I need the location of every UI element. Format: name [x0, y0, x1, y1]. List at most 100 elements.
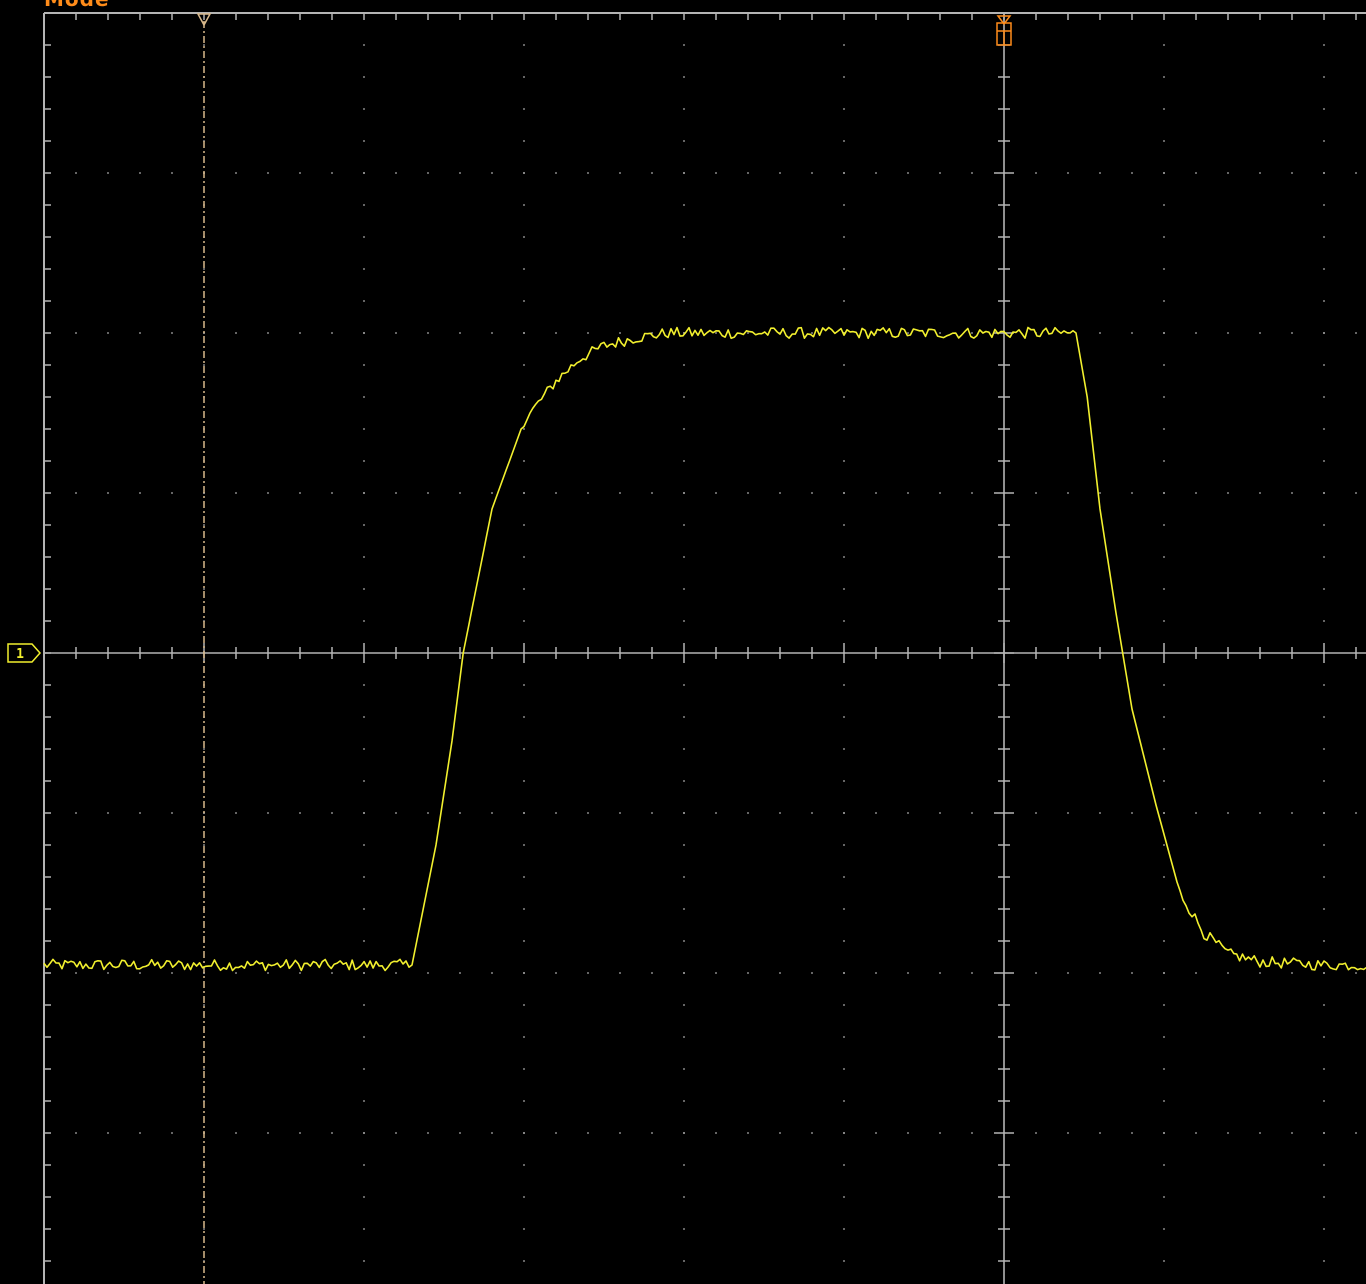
grid-dot — [1163, 812, 1165, 814]
grid-dot — [139, 492, 141, 494]
grid-dot — [907, 1132, 909, 1134]
grid-dot — [1163, 972, 1165, 974]
grid-dot — [1131, 972, 1133, 974]
grid-dot — [875, 812, 877, 814]
grid-dot — [1323, 972, 1325, 974]
grid-dot — [171, 972, 173, 974]
grid-dot — [363, 524, 365, 526]
grid-dot — [907, 172, 909, 174]
grid-dot — [523, 1196, 525, 1198]
grid-dot — [139, 972, 141, 974]
grid-dot — [1323, 940, 1325, 942]
graticule — [43, 12, 1366, 1284]
grid-dot — [843, 76, 845, 78]
grid-dot — [555, 332, 557, 334]
grid-dot — [267, 972, 269, 974]
grid-dot — [747, 972, 749, 974]
grid-dot — [267, 492, 269, 494]
grid-dot — [427, 812, 429, 814]
grid-dot — [523, 236, 525, 238]
grid-dot — [683, 1196, 685, 1198]
grid-dot — [363, 620, 365, 622]
grid-dot — [523, 204, 525, 206]
grid-dot — [1259, 972, 1261, 974]
grid-dot — [523, 1164, 525, 1166]
grid-dot — [843, 524, 845, 526]
grid-dot — [1323, 108, 1325, 110]
grid-dot — [555, 812, 557, 814]
grid-dot — [395, 172, 397, 174]
grid-dot — [843, 1228, 845, 1230]
grid-dot — [1163, 1228, 1165, 1230]
grid-dot — [1067, 172, 1069, 174]
grid-dot — [683, 556, 685, 558]
grid-dot — [1163, 1100, 1165, 1102]
grid-dot — [1323, 908, 1325, 910]
grid-dot — [1163, 1132, 1165, 1134]
grid-dot — [1323, 140, 1325, 142]
grid-dot — [1323, 428, 1325, 430]
grid-dot — [1163, 748, 1165, 750]
grid-dot — [1291, 972, 1293, 974]
grid-dot — [395, 1132, 397, 1134]
grid-dot — [843, 716, 845, 718]
grid-dot — [1259, 812, 1261, 814]
grid-dot — [1099, 812, 1101, 814]
grid-dot — [523, 524, 525, 526]
grid-dot — [1323, 492, 1325, 494]
grid-dot — [363, 556, 365, 558]
grid-dot — [523, 300, 525, 302]
grid-dot — [203, 108, 205, 110]
grid-dot — [1131, 492, 1133, 494]
grid-dot — [683, 364, 685, 366]
trace-line — [43, 326, 1366, 972]
grid-dot — [75, 172, 77, 174]
mode-label: Mode — [44, 0, 110, 9]
grid-dot — [1227, 972, 1229, 974]
grid-dot — [683, 396, 685, 398]
grid-dot — [683, 44, 685, 46]
grid-dot — [683, 332, 685, 334]
grid-dot — [1323, 812, 1325, 814]
grid-dot — [1163, 172, 1165, 174]
grid-dot — [1195, 812, 1197, 814]
grid-dot — [811, 492, 813, 494]
grid-dot — [1323, 876, 1325, 878]
grid-dot — [75, 332, 77, 334]
grid-dot — [1259, 1132, 1261, 1134]
grid-dot — [683, 492, 685, 494]
grid-dot — [683, 1036, 685, 1038]
grid-dot — [235, 972, 237, 974]
grid-dot — [395, 812, 397, 814]
grid-dot — [1323, 620, 1325, 622]
grid-dot — [363, 1004, 365, 1006]
grid-dot — [299, 332, 301, 334]
grid-dot — [171, 332, 173, 334]
grid-dot — [1163, 1196, 1165, 1198]
grid-dot — [203, 1068, 205, 1070]
grid-dot — [523, 748, 525, 750]
grid-dot — [523, 1068, 525, 1070]
grid-dot — [619, 812, 621, 814]
grid-dot — [1323, 556, 1325, 558]
grid-dot — [363, 1260, 365, 1262]
grid-dot — [779, 812, 781, 814]
grid-dot — [1163, 396, 1165, 398]
grid-dot — [1323, 1196, 1325, 1198]
grid-dot — [267, 812, 269, 814]
grid-dot — [363, 1036, 365, 1038]
grid-dot — [1291, 172, 1293, 174]
grid-dot — [363, 140, 365, 142]
grid-dot — [555, 1132, 557, 1134]
grid-dot — [907, 332, 909, 334]
grid-dot — [715, 972, 717, 974]
grid-dot — [651, 972, 653, 974]
grid-dot — [683, 844, 685, 846]
grid-dot — [1323, 396, 1325, 398]
grid-dot — [235, 1132, 237, 1134]
grid-dot — [651, 1132, 653, 1134]
channel-marker-label: 1 — [16, 647, 24, 662]
grid-dot — [363, 364, 365, 366]
grid-dot — [1227, 172, 1229, 174]
grid-dot — [683, 428, 685, 430]
